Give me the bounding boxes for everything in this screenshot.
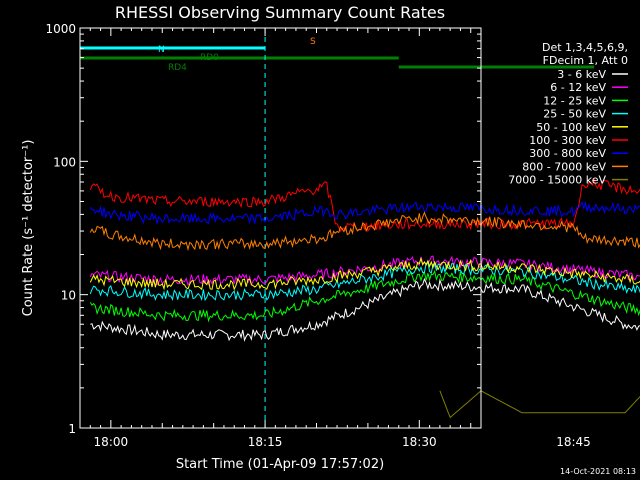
x-tick-label: 18:30 bbox=[402, 435, 437, 449]
x-tick-label: 18:45 bbox=[556, 435, 591, 449]
y-axis-label: Count Rate (s⁻¹ detector⁻¹) bbox=[21, 140, 36, 317]
timestamp: 14-Oct-2021 08:13 bbox=[560, 467, 636, 476]
y-tick-label: 1000 bbox=[45, 22, 76, 36]
legend-label: 25 - 50 keV bbox=[543, 108, 606, 121]
state-bar-label: S bbox=[310, 37, 316, 47]
x-tick-label: 18:00 bbox=[94, 435, 129, 449]
series-line bbox=[90, 277, 640, 342]
y-tick-label: 1 bbox=[68, 422, 76, 436]
chart-title: RHESSI Observing Summary Count Rates bbox=[115, 3, 445, 22]
series-line bbox=[89, 211, 640, 252]
legend-label: 800 - 7000 keV bbox=[522, 160, 606, 173]
x-axis-label: Start Time (01-Apr-09 17:57:02) bbox=[176, 457, 384, 472]
series-line bbox=[89, 177, 640, 232]
legend-label: 6 - 12 keV bbox=[550, 81, 606, 94]
series-line bbox=[89, 269, 640, 323]
legend-label: 300 - 800 keV bbox=[529, 147, 606, 160]
series-line bbox=[89, 257, 640, 291]
y-tick-label: 10 bbox=[61, 289, 76, 303]
y-axis: 1 10 100 1000 bbox=[45, 22, 481, 436]
state-bar-label: RD4 bbox=[168, 63, 187, 73]
plot-frame bbox=[79, 27, 482, 429]
legend-label: 7000 - 15000 keV bbox=[508, 174, 606, 187]
legend: Det 1,3,4,5,6,9,FDecim 1, Att 03 - 6 keV… bbox=[508, 41, 628, 187]
state-bar-label: N bbox=[158, 45, 165, 55]
series-line bbox=[89, 261, 640, 302]
legend-header: Det 1,3,4,5,6,9, bbox=[542, 41, 628, 54]
legend-label: 12 - 25 keV bbox=[543, 94, 606, 107]
y-tick-label: 100 bbox=[53, 155, 76, 169]
series-line bbox=[89, 200, 640, 225]
series-lines bbox=[89, 177, 640, 419]
legend-header: FDecim 1, Att 0 bbox=[543, 54, 628, 67]
legend-label: 100 - 300 keV bbox=[529, 134, 606, 147]
series-line bbox=[89, 255, 640, 286]
legend-label: 50 - 100 keV bbox=[536, 121, 606, 134]
legend-label: 3 - 6 keV bbox=[557, 68, 606, 81]
series-line bbox=[439, 390, 640, 419]
x-tick-label: 18:15 bbox=[248, 435, 283, 449]
state-bar-label: RD0 bbox=[200, 53, 219, 63]
status-bars: N S RD0 RD4 bbox=[80, 37, 595, 73]
